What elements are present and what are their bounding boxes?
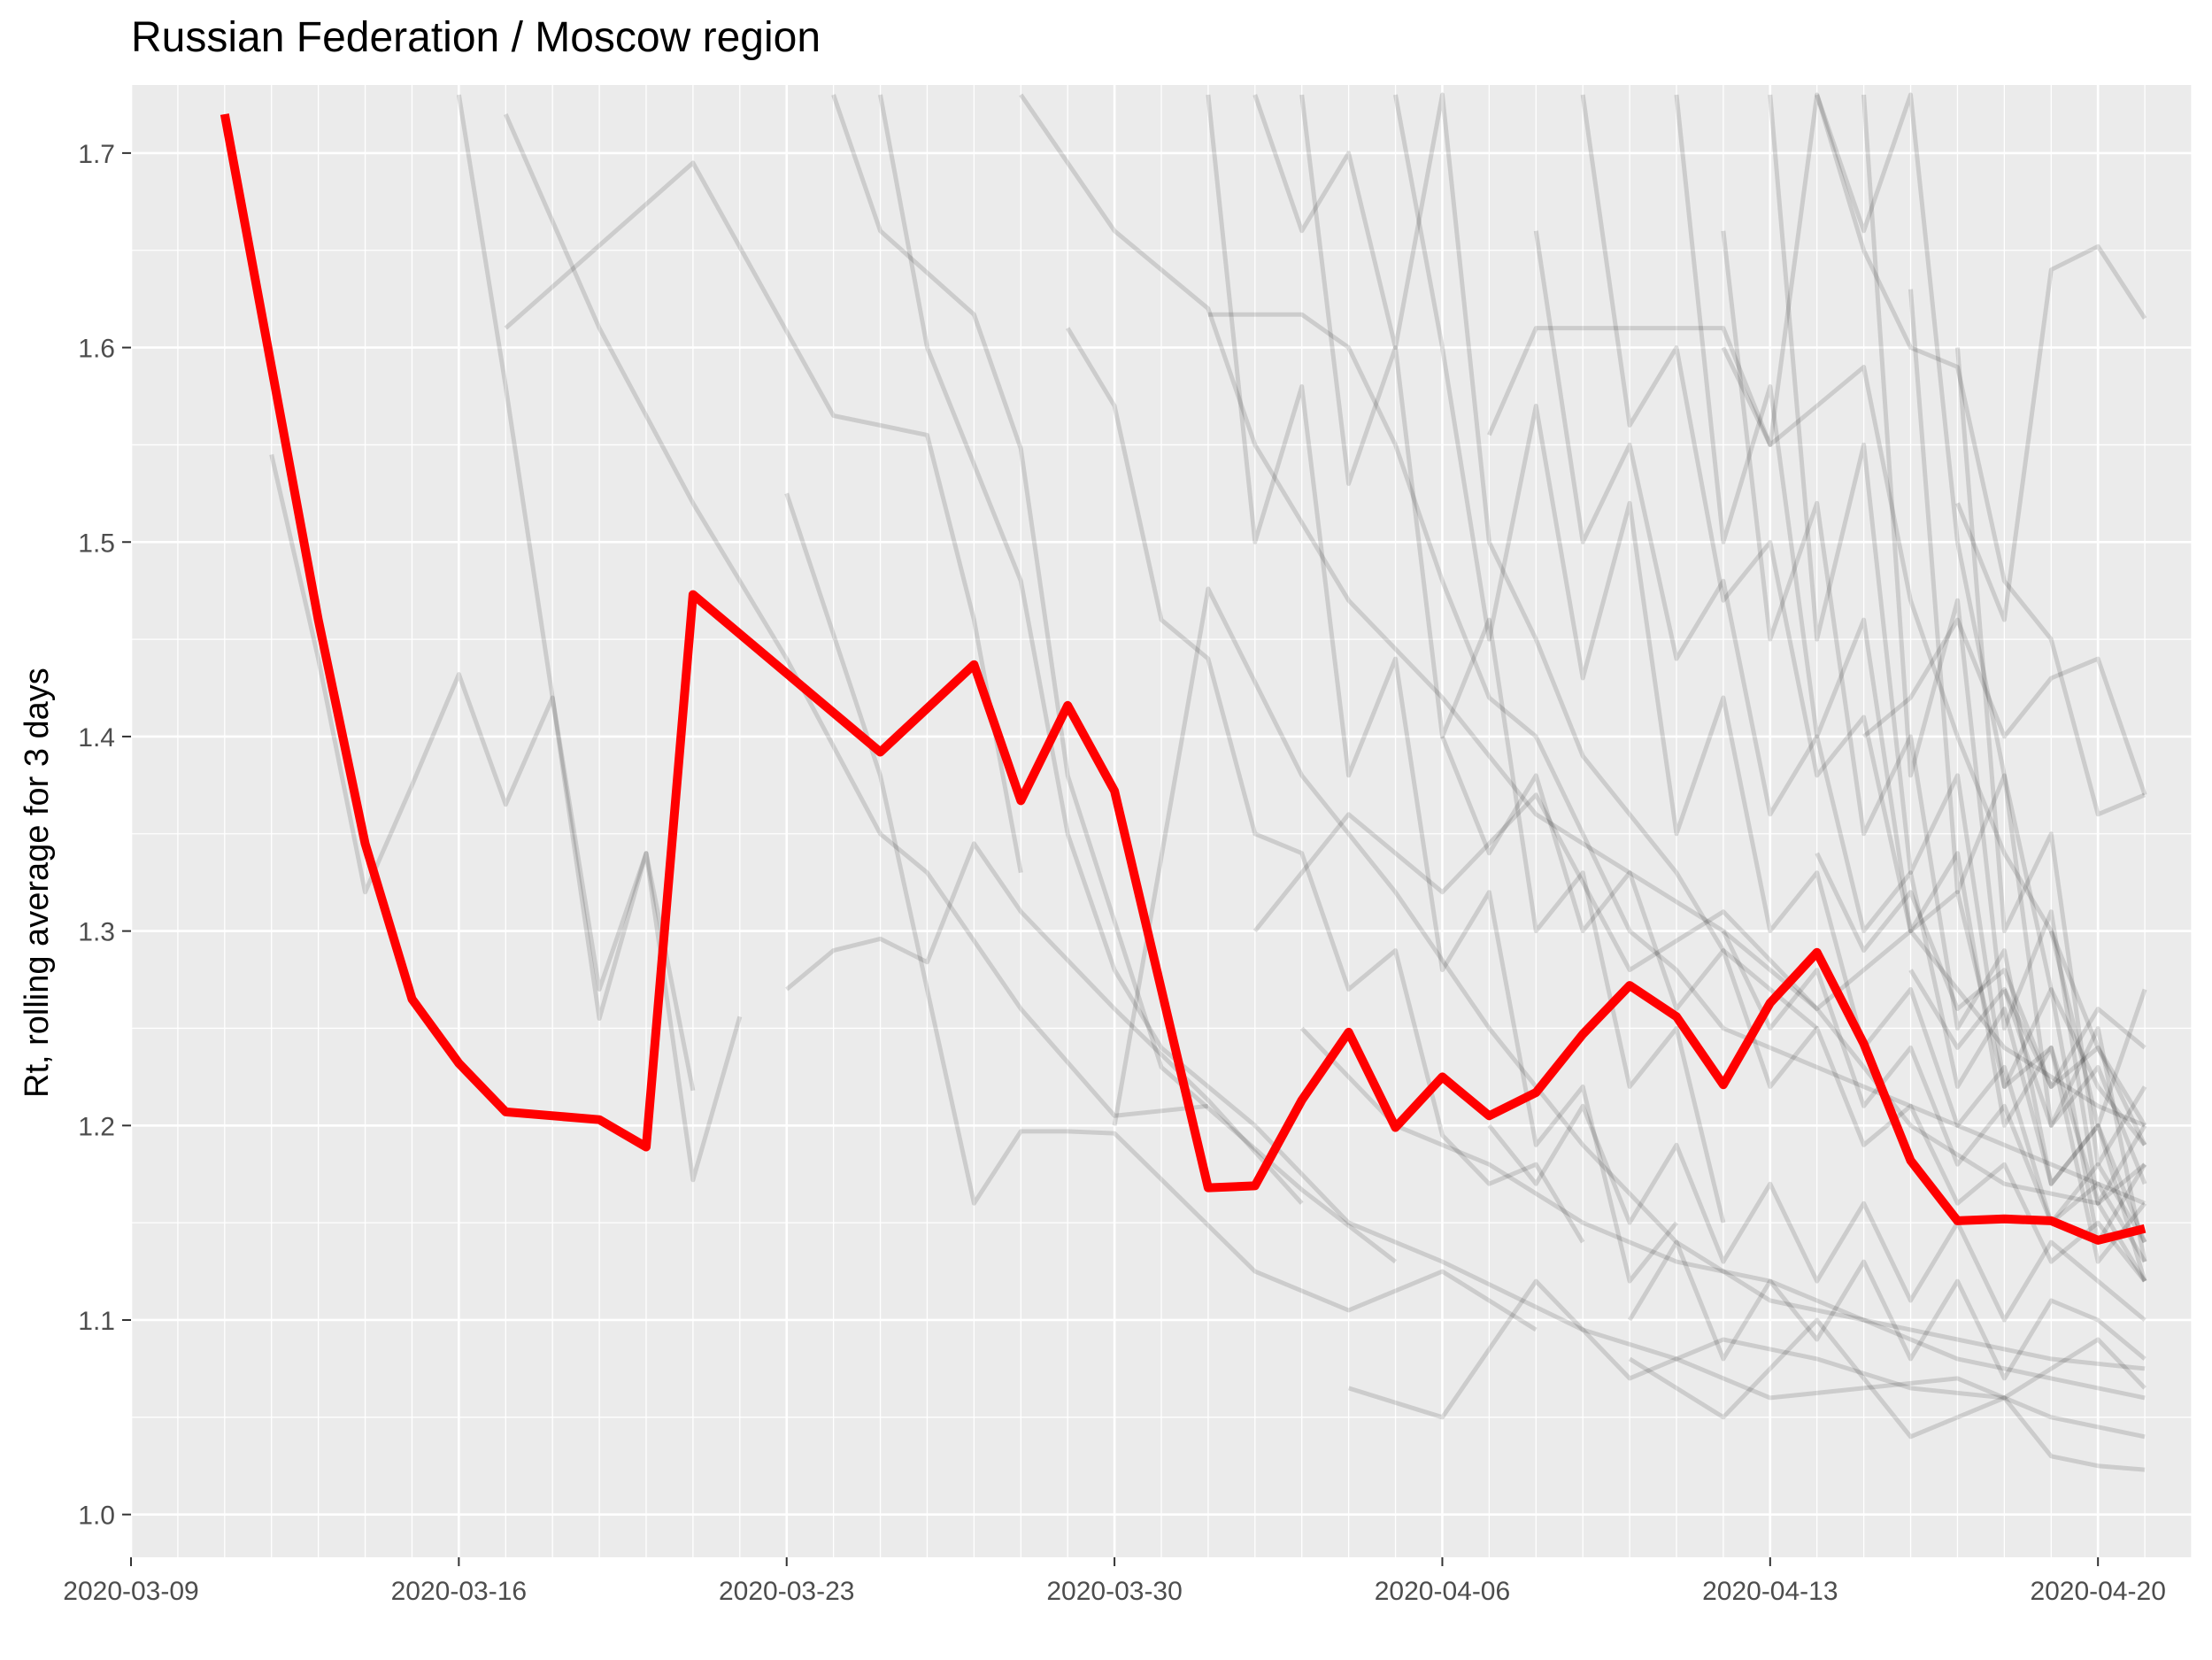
background-series-line — [1862, 617, 2147, 796]
y-tick-label: 1.7 — [78, 140, 115, 169]
background-series-line — [1721, 230, 2147, 1282]
x-tick-label: 2020-03-23 — [719, 1577, 854, 1606]
background-series-line — [1861, 94, 2147, 1206]
background-series-line — [1393, 94, 2147, 1244]
background-series-line — [1299, 1026, 2146, 1371]
background-series-line — [2002, 988, 2146, 1089]
background-series-line — [1628, 1317, 2146, 1472]
y-tick-label: 1.0 — [78, 1502, 115, 1531]
background-series-line — [1440, 735, 2147, 1283]
background-series-line — [1487, 1103, 2146, 1323]
background-series-line — [1627, 1239, 2146, 1381]
x-tick-label: 2020-03-09 — [63, 1577, 198, 1606]
y-tick-label: 1.5 — [78, 529, 115, 558]
x-tick-label: 2020-04-06 — [1375, 1577, 1510, 1606]
background-series-line — [1908, 289, 2147, 1262]
background-series-line — [1815, 94, 2146, 817]
x-tick-label: 2020-03-16 — [391, 1577, 527, 1606]
background-series-line — [504, 112, 1209, 1118]
x-axis: 2020-03-09 2020-03-16 2020-03-23 2020-03-30… — [63, 1557, 2166, 1606]
y-tick-label: 1.6 — [78, 335, 115, 364]
background-series-line — [1533, 230, 2147, 1244]
x-tick-label: 2020-03-30 — [1046, 1577, 1182, 1606]
background-series-line — [784, 492, 1538, 1332]
background-series-line — [1206, 94, 1678, 1284]
chart-title: Russian Federation / Moscow region — [131, 14, 821, 61]
y-axis: 1.0 1.1 1.2 1.3 1.4 1.5 1.6 1.7 — [78, 140, 131, 1531]
y-tick-label: 1.2 — [78, 1112, 115, 1141]
background-series-group — [269, 92, 2147, 1472]
background-series-line — [456, 94, 696, 1092]
background-series-line — [1487, 326, 2147, 1127]
background-series-line — [1019, 93, 2147, 1283]
background-series-line — [1299, 94, 1726, 1224]
background-series-line — [1252, 792, 2146, 1128]
grid-minor — [131, 85, 2193, 1557]
background-series-line — [1955, 347, 2147, 1167]
background-series-line — [1768, 94, 2147, 1245]
background-series-line — [1955, 243, 2147, 622]
highlight-series-group — [220, 113, 2146, 1245]
background-series-line — [1721, 930, 2147, 1263]
background-series-line — [2048, 930, 2147, 1128]
x-tick-label: 2020-04-20 — [2030, 1577, 2165, 1606]
highlight-series-line — [220, 113, 2146, 1245]
background-series-line — [1815, 852, 2147, 1147]
grid-major — [129, 85, 2192, 1557]
y-axis-label: Rt, rolling average for 3 days — [19, 668, 56, 1098]
background-series-line — [878, 94, 2146, 1440]
y-tick-label: 1.1 — [78, 1307, 115, 1336]
background-series-line — [1066, 327, 1585, 1244]
background-series-line — [1207, 312, 2146, 1206]
background-series-line — [1674, 94, 2147, 1264]
background-series-line — [1112, 586, 2146, 1401]
background-series-line — [504, 160, 1023, 874]
y-tick-label: 1.4 — [78, 723, 115, 753]
background-series-line — [1580, 94, 2146, 1206]
background-series-line — [1908, 969, 2147, 1185]
x-tick-label: 2020-04-13 — [1702, 1577, 1838, 1606]
background-series-line — [831, 94, 1398, 1264]
y-tick-label: 1.3 — [78, 918, 115, 947]
background-series-line — [1347, 1278, 2146, 1420]
background-series-line — [1721, 92, 2147, 1147]
background-series-line — [1252, 92, 1819, 1031]
